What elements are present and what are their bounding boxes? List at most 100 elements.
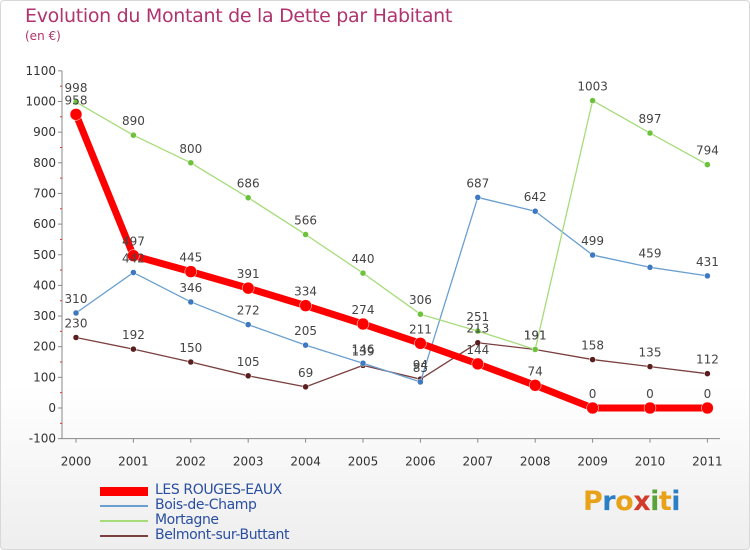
data-label: 205: [294, 324, 317, 338]
data-point: [474, 327, 482, 335]
data-point: [414, 337, 427, 350]
chart-title: Evolution du Montant de la Dette par Hab…: [25, 5, 453, 27]
legend-label: Belmont-sur-Buttant: [155, 527, 290, 543]
data-point: [586, 401, 599, 415]
data-point: [187, 358, 195, 366]
y-tick-label: 200: [33, 340, 56, 354]
y-tick-label: 400: [33, 278, 56, 292]
data-point: [244, 321, 252, 328]
logo-letter: x: [633, 486, 651, 517]
data-point: [72, 309, 80, 317]
data-label: 1003: [577, 80, 608, 94]
data-label: 69: [298, 366, 313, 380]
data-label: 445: [179, 251, 202, 265]
data-label: 94: [413, 358, 428, 372]
series-line: [75, 336, 709, 388]
data-label: 191: [524, 328, 547, 342]
data-point: [302, 383, 309, 391]
data-label: 566: [294, 214, 317, 228]
data-point: [130, 345, 137, 353]
data-label: 0: [589, 387, 597, 401]
series-bois-de-champ: [72, 194, 711, 386]
data-label: 251: [466, 310, 489, 324]
data-point: [187, 159, 195, 167]
data-label: 105: [237, 355, 260, 369]
data-point: [589, 356, 596, 363]
data-label: 459: [639, 246, 662, 260]
data-point: [643, 401, 657, 415]
data-label: 144: [466, 343, 489, 357]
x-tick-label: 2004: [290, 455, 321, 469]
series-layer: [69, 97, 714, 415]
proxiti-logo: Proxiti: [583, 486, 681, 517]
data-point: [474, 339, 482, 346]
legend-swatch: [100, 486, 148, 496]
data-label: 306: [409, 293, 432, 307]
data-point: [528, 379, 542, 392]
logo-letter: o: [615, 486, 634, 517]
legend-label: LES ROUGES-EAUX: [155, 482, 282, 498]
data-point: [359, 360, 367, 367]
data-point: [531, 207, 539, 215]
legend-label: Mortagne: [155, 512, 219, 528]
data-point: [417, 310, 424, 318]
data-point: [356, 317, 370, 331]
data-label: 85: [413, 361, 428, 375]
data-label: 0: [646, 387, 654, 401]
data-label: 686: [237, 177, 260, 191]
x-tick-label: 2003: [233, 455, 264, 469]
data-label: 191: [524, 328, 547, 342]
data-label: 135: [639, 346, 662, 360]
y-tick-label: 700: [33, 186, 56, 200]
data-label: 0: [704, 387, 712, 401]
data-point: [589, 97, 596, 104]
data-point: [474, 194, 482, 201]
data-label: 794: [696, 144, 719, 158]
data-point: [646, 363, 654, 370]
legend-swatch: [100, 505, 148, 507]
logo-letter: t: [658, 486, 672, 517]
data-point: [72, 98, 80, 106]
data-label: 150: [179, 341, 202, 355]
data-point: [302, 341, 309, 349]
data-point: [244, 372, 252, 380]
y-tick-label: 300: [33, 309, 56, 323]
data-label: 139: [352, 344, 375, 358]
data-label: 74: [528, 364, 543, 378]
x-tick-label: 2000: [61, 455, 92, 469]
y-tick-label: 500: [33, 248, 56, 262]
x-tick-label: 2008: [520, 455, 551, 469]
series-line: [75, 196, 709, 383]
data-label: 334: [294, 285, 317, 299]
data-label: 230: [65, 317, 88, 331]
data-label: 211: [409, 322, 432, 336]
data-point: [184, 265, 198, 278]
logo-letter: r: [602, 486, 616, 517]
series-mortagne: [72, 97, 711, 353]
data-point: [704, 370, 711, 377]
data-point: [704, 272, 711, 280]
data-point: [704, 161, 711, 168]
x-tick-label: 2006: [405, 455, 436, 469]
series-belmont-sur-buttant: [72, 334, 711, 391]
data-label: 958: [65, 93, 88, 107]
x-tick-label: 2011: [692, 455, 723, 469]
series-line: [75, 99, 709, 351]
axes: -100010020030040050060070080090010001100…: [25, 64, 722, 469]
data-label: 391: [237, 267, 260, 281]
data-label: 440: [352, 252, 375, 266]
y-tick-label: 1000: [25, 95, 56, 109]
data-point: [589, 251, 596, 259]
data-point: [646, 129, 654, 137]
data-point: [417, 378, 424, 386]
data-point: [244, 194, 252, 201]
data-label: 998: [65, 81, 88, 95]
logo-letter: i: [650, 486, 659, 517]
data-label: 192: [122, 328, 145, 342]
data-point: [701, 401, 714, 415]
data-point: [72, 334, 80, 341]
data-point: [130, 131, 137, 139]
data-point: [130, 269, 137, 276]
